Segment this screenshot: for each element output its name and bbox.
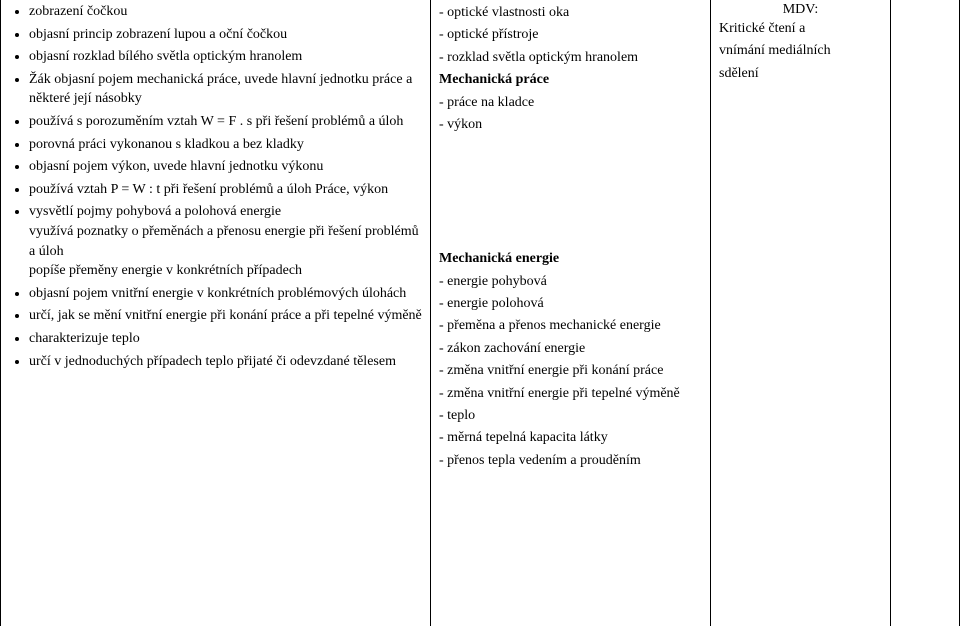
empty-column <box>890 0 960 626</box>
topic-line <box>439 204 702 226</box>
list-item: určí v jednoduchých případech teplo přij… <box>29 352 422 372</box>
topic-line: - energie polohová <box>439 293 702 315</box>
topic-line <box>439 136 702 158</box>
list-item: porovná práci vykonanou s kladkou a bez … <box>29 135 422 155</box>
topic-line: - měrná tepelná kapacita látky <box>439 427 702 449</box>
crosslinks-line: sdělení <box>719 63 882 85</box>
list-item-subline: využívá poznatky o přeměnách a přenosu e… <box>29 222 422 261</box>
topic-line: - přeměna a přenos mechanické energie <box>439 315 702 337</box>
list-item: určí, jak se mění vnitřní energie při ko… <box>29 306 422 326</box>
crosslinks-line: vnímání mediálních <box>719 40 882 62</box>
list-item: zobrazení čočkou <box>29 2 422 22</box>
outcomes-column: zobrazení čočkou objasní princip zobraze… <box>0 0 430 626</box>
topic-line: - optické vlastnosti oka <box>439 2 702 24</box>
topic-line: - teplo <box>439 405 702 427</box>
topic-line <box>439 226 702 248</box>
crosslinks-title: MDV: <box>719 2 882 18</box>
outcomes-list-a: zobrazení čočkou objasní princip zobraze… <box>9 2 422 199</box>
outcomes-list-c: objasní pojem vnitřní energie v konkrétn… <box>9 284 422 371</box>
list-item: používá vztah P = W : t při řešení probl… <box>29 180 422 200</box>
topic-line: - rozklad světla optickým hranolem <box>439 47 702 69</box>
list-item: Žák objasní pojem mechanická práce, uved… <box>29 70 422 109</box>
topic-line: - změna vnitřní energie při konání práce <box>439 360 702 382</box>
topic-line: - práce na kladce <box>439 92 702 114</box>
list-item: charakterizuje teplo <box>29 329 422 349</box>
list-item: používá s porozuměním vztah W = F . s př… <box>29 112 422 132</box>
topics-column: - optické vlastnosti oka- optické přístr… <box>430 0 710 626</box>
outcomes-list-b: vysvětlí pojmy pohybová a polohová energ… <box>9 202 422 280</box>
document-page: zobrazení čočkou objasní princip zobraze… <box>0 0 960 626</box>
topic-line: - výkon <box>439 114 702 136</box>
crosslinks-line: Kritické čtení a <box>719 18 882 40</box>
topic-line <box>439 181 702 203</box>
topic-heading: Mechanická práce <box>439 69 702 91</box>
list-item: objasní pojem výkon, uvede hlavní jednot… <box>29 157 422 177</box>
list-item: objasní rozklad bílého světla optickým h… <box>29 47 422 67</box>
topic-line <box>439 159 702 181</box>
list-item: objasní pojem vnitřní energie v konkrétn… <box>29 284 422 304</box>
list-item-subline: popíše přeměny energie v konkrétních pří… <box>29 261 422 281</box>
topic-line: - změna vnitřní energie při tepelné výmě… <box>439 383 702 405</box>
topic-heading: Mechanická energie <box>439 248 702 270</box>
list-item: objasní princip zobrazení lupou a oční č… <box>29 25 422 45</box>
crosslinks-column: MDV: Kritické čtení a vnímání mediálních… <box>710 0 890 626</box>
topic-line: - přenos tepla vedením a prouděním <box>439 450 702 472</box>
list-item: vysvětlí pojmy pohybová a polohová energ… <box>29 202 422 280</box>
list-item-label: vysvětlí pojmy pohybová a polohová energ… <box>29 204 281 219</box>
topic-line: - energie pohybová <box>439 271 702 293</box>
topic-line: - zákon zachování energie <box>439 338 702 360</box>
topic-line: - optické přístroje <box>439 24 702 46</box>
